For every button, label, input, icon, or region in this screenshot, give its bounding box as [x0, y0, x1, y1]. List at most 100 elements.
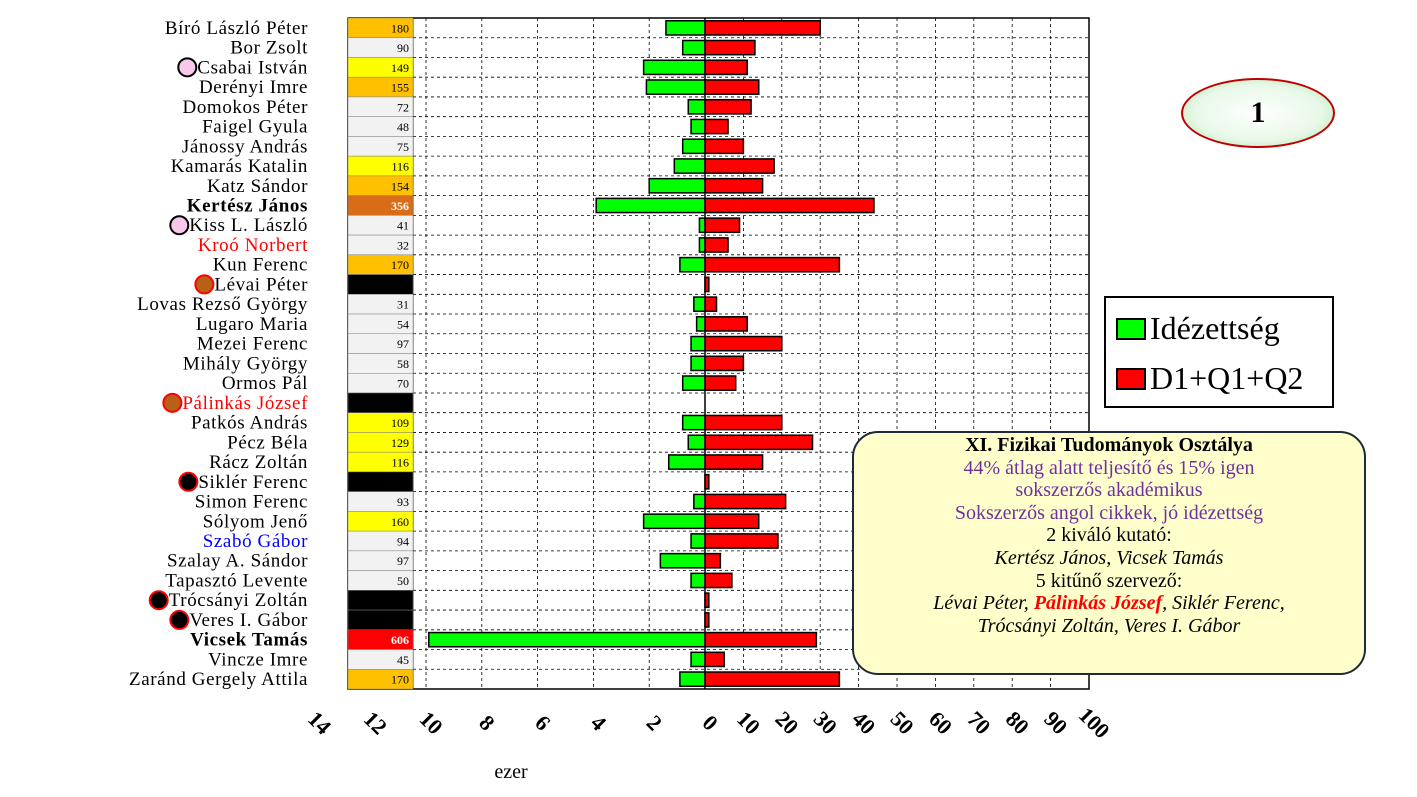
person-marker	[148, 590, 169, 611]
bar-citations	[690, 335, 706, 352]
score-label: 109	[391, 416, 409, 430]
tick-labels: 14 12 10 8 6 4 2 0 10 20 30 40 50 60 70 80 90 100	[303, 702, 1115, 743]
callout-line-7: 5 kitűnő szervező:	[1035, 569, 1183, 592]
bars	[428, 20, 875, 687]
bar-citations	[681, 39, 706, 56]
tick-label: 50	[886, 706, 919, 739]
score-cell	[347, 669, 414, 690]
callout-line-8c: , Siklér Ferenc,	[1162, 592, 1285, 615]
bar-d1q1q2	[704, 276, 710, 293]
bar-citations	[645, 79, 706, 95]
bar-d1q1q2	[704, 158, 775, 174]
tick-label: 20	[770, 706, 803, 739]
person-marker	[162, 392, 183, 413]
score-label: 93	[397, 495, 409, 509]
category-label: Kun Ferenc	[213, 255, 308, 276]
callout-title: XI. Fizikai Tudományok Osztálya	[965, 434, 1253, 456]
summary-callout: XI. Fizikai Tudományok Osztálya 44% átla…	[852, 431, 1366, 675]
bar-d1q1q2	[704, 434, 814, 451]
bar-d1q1q2	[704, 197, 875, 214]
bar-d1q1q2	[704, 177, 764, 194]
bar-citations	[698, 217, 706, 234]
bar-citations	[648, 177, 706, 194]
bar-citations	[690, 651, 706, 668]
score-label: 606	[391, 633, 409, 647]
bar-citations	[690, 355, 706, 372]
bar-citations	[681, 414, 706, 431]
bar-d1q1q2	[704, 375, 737, 391]
bar-d1q1q2	[704, 138, 745, 155]
legend-label-citations: Idézettség	[1150, 310, 1280, 346]
tick-label: 70	[962, 706, 995, 739]
category-label: Kiss L. László	[189, 215, 308, 236]
callout-line-3: sokszerzős akadémikus	[1015, 479, 1203, 502]
bar-d1q1q2	[704, 217, 741, 234]
bar-d1q1q2	[704, 39, 756, 56]
tick-label: 30	[809, 706, 842, 739]
callout-line-4: Sokszerzős angol cikkek, jó idézettség	[954, 501, 1264, 524]
legend-swatch-green	[1116, 317, 1146, 340]
person-marker	[177, 57, 198, 78]
score-label: 356	[391, 199, 409, 213]
score-label: 94	[397, 534, 409, 548]
bar-d1q1q2	[704, 237, 729, 253]
bar-d1q1q2	[704, 79, 760, 95]
x-axis-label: ezer	[494, 761, 528, 783]
bar-d1q1q2	[704, 572, 733, 589]
score-label: 154	[391, 179, 409, 193]
category-label: Szabó Gábor	[203, 531, 308, 552]
score-cell	[347, 590, 414, 611]
tick-label: 10	[415, 706, 448, 739]
bar-d1q1q2	[704, 454, 764, 470]
category-label: Kamarás Katalin	[171, 156, 308, 177]
bar-d1q1q2	[704, 631, 818, 648]
tick-label: 0	[698, 710, 723, 735]
callout-line-6: Kertész János, Vicsek Tamás	[994, 546, 1224, 569]
bar-citations	[693, 296, 706, 313]
bar-citations	[693, 493, 706, 510]
tick-label: 90	[1039, 706, 1072, 739]
bar-d1q1q2	[704, 335, 783, 352]
category-label: Bíró László Péter	[165, 18, 308, 39]
category-label: Mezei Ferenc	[197, 334, 308, 355]
bar-d1q1q2	[704, 592, 710, 609]
category-label: Lovas Rezső György	[137, 294, 308, 315]
score-label: 32	[397, 238, 409, 252]
bar-d1q1q2	[704, 414, 783, 431]
bar-d1q1q2	[704, 256, 841, 273]
score-label: 41	[397, 219, 409, 233]
category-label: Mihály György	[183, 353, 308, 374]
category-label: Trócsányi Zoltán	[169, 590, 308, 611]
bar-citations	[642, 513, 706, 530]
bar-citations	[679, 671, 706, 687]
tick-label: 12	[359, 706, 392, 739]
score-label: 116	[391, 160, 409, 174]
category-label: Bor Zsolt	[230, 38, 308, 59]
legend-item-citations: Idézettség	[1116, 310, 1280, 347]
bar-citations	[679, 256, 706, 273]
bar-citations	[665, 20, 706, 36]
legend-swatch-red	[1116, 367, 1146, 390]
bar-citations	[690, 572, 706, 589]
score-label: 48	[397, 120, 409, 134]
person-marker	[169, 609, 190, 630]
category-label: Lévai Péter	[214, 274, 308, 295]
bar-d1q1q2	[704, 533, 779, 549]
bar-d1q1q2	[704, 118, 729, 135]
category-label: Tapasztó Levente	[165, 570, 308, 591]
category-label: Derényi Imre	[199, 77, 308, 98]
bar-citations	[642, 59, 706, 76]
category-label: Ormos Pál	[222, 373, 308, 394]
score-label: 155	[391, 81, 409, 95]
bar-d1q1q2	[704, 552, 722, 569]
badge-label: 1	[1250, 96, 1266, 129]
callout-line-8: Lévai Péter, Pálinkás József, Siklér Fer…	[854, 592, 1364, 615]
person-marker	[194, 274, 215, 295]
category-label: Pécz Béla	[227, 432, 308, 453]
bar-citations	[667, 454, 706, 470]
bar-d1q1q2	[704, 671, 841, 687]
callout-line-8a: Lévai Péter,	[933, 592, 1034, 615]
number-badge: 1	[1181, 78, 1335, 148]
